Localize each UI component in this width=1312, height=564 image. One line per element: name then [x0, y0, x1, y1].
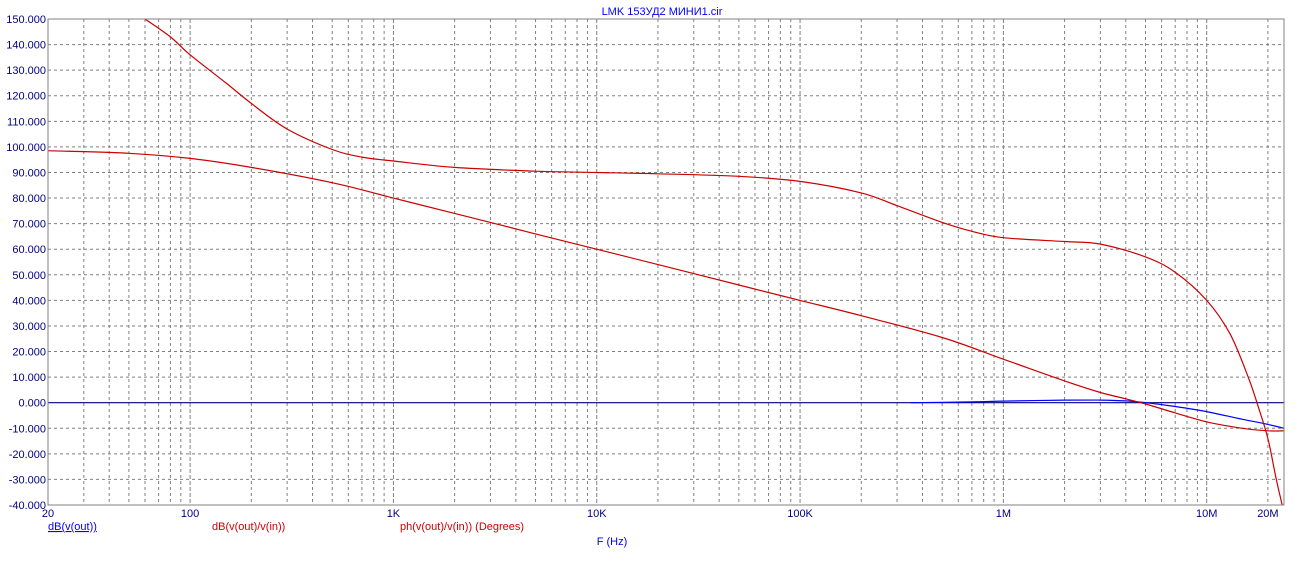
y-tick-label: 60.000	[12, 244, 46, 256]
y-tick-label: 90.000	[12, 167, 46, 179]
legend-series-db-gain: dB(v(out)/v(in))	[212, 521, 285, 533]
series-phase-line	[144, 19, 1283, 505]
label-layer: 150.000 140.000 130.000 120.000 110.000 100.0…	[6, 14, 1278, 533]
plot-frame	[47, 18, 1285, 506]
y-tick-label: 0.000	[18, 398, 46, 410]
chart-title: LMK 153УД2 МИНИ1.cir	[602, 6, 723, 18]
x-axis-label: F (Hz)	[597, 536, 628, 548]
y-tick-label: 100.000	[6, 142, 46, 154]
x-tick-label: 1M	[996, 508, 1011, 520]
y-tick-label: 30.000	[12, 321, 46, 333]
grid-layer	[47, 18, 1284, 506]
y-tick-label: 120.000	[6, 91, 46, 103]
y-tick-label: 110.000	[7, 116, 46, 128]
x-tick-label: 100K	[787, 508, 813, 520]
y-tick-label: -10.000	[9, 423, 46, 435]
y-tick-label: -40.000	[9, 500, 46, 512]
y-tick-label: 50.000	[12, 270, 46, 282]
series-layer	[48, 19, 1284, 505]
y-tick-label: 140.000	[6, 40, 46, 52]
y-tick-label: 10.000	[12, 372, 46, 384]
x-tick-label: 20	[42, 508, 54, 520]
x-tick-label: 1K	[387, 508, 401, 520]
x-tick-label: 100	[181, 508, 199, 520]
y-tick-label: 70.000	[12, 219, 46, 231]
legend-series-phase: ph(v(out)/v(in)) (Degrees)	[400, 521, 524, 533]
x-tick-label: 10K	[587, 508, 607, 520]
legend-series-db-vout: dB(v(out))	[48, 521, 97, 533]
y-tick-label: 20.000	[12, 347, 46, 359]
y-tick-label: 150.000	[6, 14, 46, 26]
y-tick-label: 40.000	[12, 295, 46, 307]
y-tick-label: -20.000	[9, 449, 46, 461]
y-tick-label: -30.000	[9, 474, 46, 486]
series-db-vout-line	[910, 399, 1284, 429]
y-tick-label: 130.000	[6, 65, 46, 77]
x-tick-label: 20M	[1257, 508, 1278, 520]
y-tick-label: 80.000	[12, 193, 46, 205]
x-tick-label: 10M	[1196, 508, 1217, 520]
series-db-gain-line	[48, 150, 1284, 432]
